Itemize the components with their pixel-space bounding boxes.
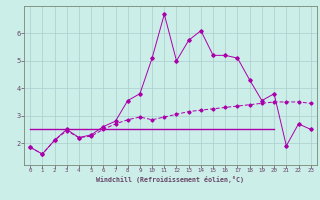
X-axis label: Windchill (Refroidissement éolien,°C): Windchill (Refroidissement éolien,°C) <box>96 176 244 183</box>
